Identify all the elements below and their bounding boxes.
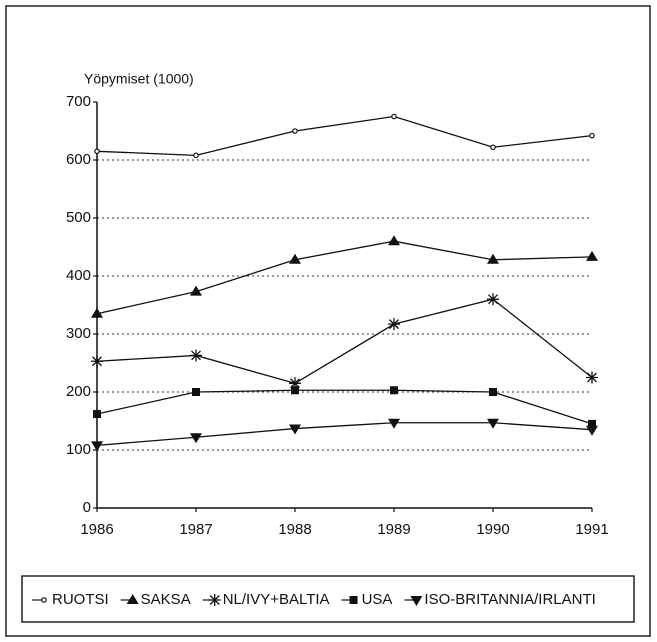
y-tick-label: 400 xyxy=(66,267,91,284)
legend-marker xyxy=(349,596,358,604)
point xyxy=(291,386,299,395)
legend-marker xyxy=(41,597,47,603)
legend-box xyxy=(21,575,635,623)
point xyxy=(190,349,202,362)
legend-label: RUOTSI xyxy=(52,591,109,608)
point xyxy=(490,144,496,151)
point xyxy=(586,371,598,384)
series-line xyxy=(96,298,593,385)
x-tick-label: 1991 xyxy=(575,521,608,538)
point xyxy=(586,250,598,261)
chart-title: Yöpymiset (1000) xyxy=(84,71,194,87)
point xyxy=(93,410,101,419)
point xyxy=(390,386,398,395)
legend-marker xyxy=(208,594,221,606)
point xyxy=(190,433,202,444)
x-tick-label: 1988 xyxy=(278,521,311,538)
legend-label: USA xyxy=(362,591,393,608)
point xyxy=(190,285,202,296)
point xyxy=(289,377,301,390)
point xyxy=(489,388,497,396)
y-tick-label: 200 xyxy=(66,383,91,400)
point xyxy=(91,307,103,318)
point xyxy=(91,441,103,452)
point xyxy=(589,132,595,139)
series-line xyxy=(96,115,593,157)
y-tick-label: 100 xyxy=(66,441,91,458)
x-tick-label: 1989 xyxy=(377,521,410,538)
point xyxy=(391,113,397,120)
point xyxy=(289,424,301,435)
point xyxy=(94,148,100,155)
series-line xyxy=(96,389,593,425)
legend-label: SAKSA xyxy=(141,591,191,608)
point xyxy=(192,388,200,396)
y-tick-label: 0 xyxy=(83,499,91,516)
y-tick-label: 600 xyxy=(66,151,91,168)
legend-label: NL/IVY+BALTIA xyxy=(223,591,330,608)
legend-marker xyxy=(126,594,139,604)
point xyxy=(91,355,103,368)
y-tick-label: 300 xyxy=(66,325,91,342)
frame xyxy=(5,5,651,637)
point xyxy=(388,418,400,429)
point xyxy=(487,293,499,306)
legend-label: ISO-BRITANNIA/IRLANTI xyxy=(424,591,595,608)
series-line xyxy=(96,240,593,315)
point xyxy=(588,419,596,428)
y-tick-label: 500 xyxy=(66,209,91,226)
point xyxy=(487,418,499,429)
x-tick-label: 1987 xyxy=(179,521,212,538)
point xyxy=(193,152,199,159)
point xyxy=(487,253,499,264)
point xyxy=(388,318,400,331)
series-line xyxy=(96,422,593,447)
x-tick-label: 1986 xyxy=(80,521,113,538)
point xyxy=(388,235,400,246)
point xyxy=(586,425,598,436)
legend-marker xyxy=(410,596,423,606)
x-tick-label: 1990 xyxy=(476,521,509,538)
point xyxy=(289,253,301,264)
point xyxy=(292,128,298,134)
y-tick-label: 700 xyxy=(66,93,91,110)
